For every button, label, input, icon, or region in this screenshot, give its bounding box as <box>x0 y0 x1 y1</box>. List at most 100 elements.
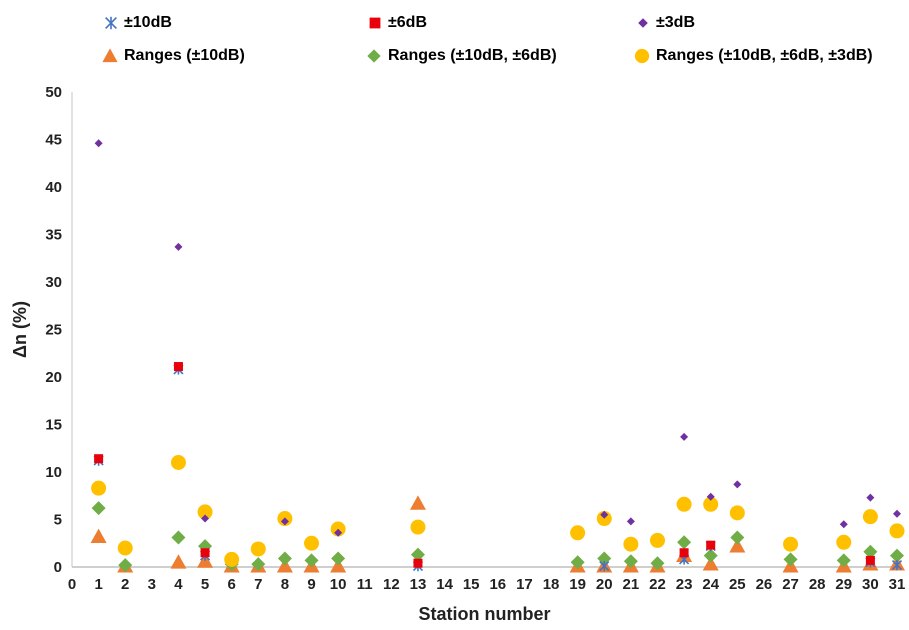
x-tick-label: 7 <box>254 576 262 593</box>
data-point <box>170 455 186 470</box>
legend-label: Ranges (±10dB, ±6dB, ±3dB) <box>656 47 873 64</box>
data-point <box>570 525 586 541</box>
legend-label: ±10dB <box>124 14 172 31</box>
legend-label: Ranges (±10dB) <box>124 47 245 64</box>
y-tick-label: 40 <box>45 179 62 196</box>
x-tick-label: 24 <box>702 576 719 593</box>
data-point <box>94 139 103 148</box>
data-point <box>409 495 426 510</box>
data-point <box>250 541 266 557</box>
data-point <box>277 551 292 566</box>
x-tick-label: 23 <box>676 576 693 593</box>
data-point <box>174 242 183 251</box>
data-point <box>91 501 106 516</box>
x-tick-label: 20 <box>596 576 613 593</box>
data-point <box>650 556 665 571</box>
x-tick-label: 4 <box>174 576 183 593</box>
data-point <box>836 534 852 550</box>
data-point <box>331 551 346 566</box>
legend-marker-circle <box>634 48 650 64</box>
x-tick-label: 29 <box>835 576 852 593</box>
data-point <box>623 536 639 552</box>
series-2 <box>94 139 901 537</box>
legend-item: Ranges (±10dB, ±6dB, ±3dB) <box>634 47 873 65</box>
data-point <box>680 432 689 441</box>
x-tick-label: 19 <box>569 576 586 593</box>
x-tick-label: 10 <box>330 576 347 593</box>
series-3 <box>90 495 905 573</box>
data-point <box>839 520 848 529</box>
y-tick-label: 10 <box>45 464 62 481</box>
x-tick-labels: 0 1 2 3 4 5 6 7 8 9 10 11 12 13 14 15 16 17 18 19 20 21 22 23 24… <box>68 576 906 593</box>
legend-item: Ranges (±10dB, ±6dB) <box>366 47 557 65</box>
data-point <box>783 536 799 552</box>
data-point <box>171 530 186 545</box>
data-point <box>626 517 635 526</box>
data-point <box>413 558 423 568</box>
y-tick-label: 35 <box>45 227 62 244</box>
x-tick-label: 13 <box>410 576 427 593</box>
legend-item: ±10dB <box>104 14 172 32</box>
data-point <box>570 555 585 570</box>
x-tick-label: 9 <box>307 576 315 593</box>
data-point <box>783 552 798 567</box>
data-point <box>410 519 426 535</box>
data-point <box>649 532 665 548</box>
series-0 <box>93 364 903 572</box>
x-tick-label: 27 <box>782 576 799 593</box>
data-point <box>118 558 133 573</box>
x-tick-label: 3 <box>148 576 156 593</box>
data-point <box>706 492 715 501</box>
x-axis-title: Station number <box>418 604 550 624</box>
series-4 <box>91 501 904 573</box>
x-tick-label: 30 <box>862 576 879 593</box>
data-point <box>703 496 719 512</box>
data-point <box>893 509 901 518</box>
x-tick-label: 25 <box>729 576 746 593</box>
y-axis-title: Δn (%) <box>10 301 30 358</box>
legend: ±10dB ±6dB ±3dB Ranges (±10dB) Ranges (±… <box>0 0 909 80</box>
x-tick-label: 18 <box>543 576 560 593</box>
x-tick-label: 26 <box>756 576 773 593</box>
data-point <box>224 551 240 567</box>
data-point <box>862 509 878 525</box>
legend-label: ±6dB <box>388 14 428 31</box>
x-tick-label: 6 <box>228 576 236 593</box>
data-point <box>836 553 851 568</box>
legend-marker-diamond-small <box>638 18 648 28</box>
x-tick-label: 22 <box>649 576 666 593</box>
x-tick-label: 1 <box>94 576 102 593</box>
x-tick-label: 31 <box>889 576 906 593</box>
x-tick-label: 2 <box>121 576 129 593</box>
y-tick-label: 25 <box>45 322 62 339</box>
data-point <box>730 530 745 545</box>
data-point <box>200 548 210 558</box>
y-tick-label: 30 <box>45 274 62 291</box>
data-point <box>702 556 719 571</box>
axes <box>71 92 897 568</box>
x-tick-label: 5 <box>201 576 209 593</box>
series-5 <box>91 455 905 567</box>
data-point <box>677 535 692 550</box>
data-point <box>676 496 692 512</box>
y-tick-label: 45 <box>45 132 62 149</box>
data-point <box>623 554 638 569</box>
data-point <box>197 504 213 520</box>
data-point <box>599 560 610 572</box>
y-tick-labels: 0 5 10 15 20 25 30 35 40 45 50 <box>45 84 62 576</box>
data-point <box>679 548 689 558</box>
legend-marker-triangle <box>102 48 118 63</box>
y-tick-label: 50 <box>45 84 62 101</box>
legend-marker-square <box>369 17 381 29</box>
x-tick-label: 17 <box>516 576 533 593</box>
data-point <box>173 362 183 372</box>
x-tick-label: 0 <box>68 576 76 593</box>
x-tick-label: 12 <box>383 576 400 593</box>
x-tick-label: 14 <box>436 576 453 593</box>
y-tick-label: 5 <box>54 512 62 529</box>
data-point <box>334 528 343 537</box>
data-points <box>90 139 905 573</box>
legend-item: ±3dB <box>636 14 695 32</box>
legend-marker-diamond <box>367 49 381 63</box>
